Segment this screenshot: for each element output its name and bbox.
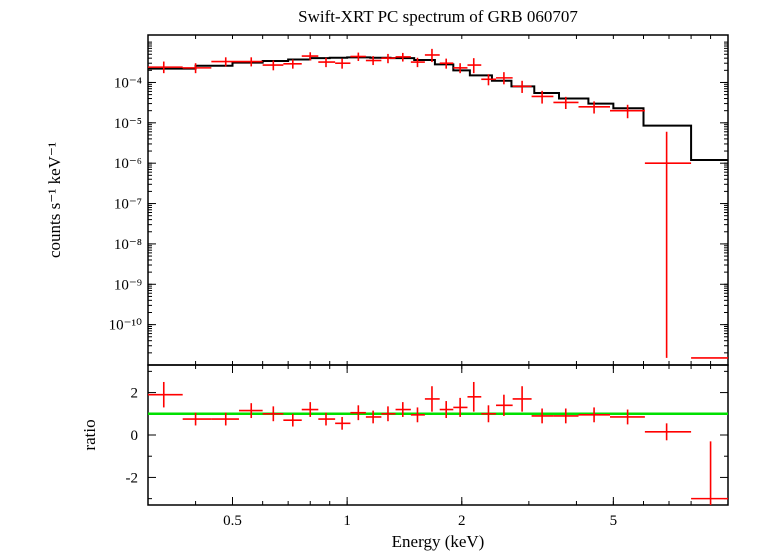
svg-text:10⁻¹⁰: 10⁻¹⁰ [109,318,142,334]
svg-text:10⁻⁸: 10⁻⁸ [114,237,142,253]
chart-svg: Swift-XRT PC spectrum of GRB 060707 10⁻¹⁰… [0,0,758,556]
svg-text:10⁻⁶: 10⁻⁶ [114,156,142,172]
svg-text:10⁻⁵: 10⁻⁵ [114,116,142,132]
svg-text:10⁻⁹: 10⁻⁹ [114,277,142,293]
svg-text:5: 5 [610,513,618,529]
svg-text:2: 2 [131,386,139,402]
svg-text:2: 2 [458,513,466,529]
svg-text:Energy (keV): Energy (keV) [392,532,485,551]
ratio-data [148,382,728,505]
spectrum-data [148,49,728,358]
svg-text:ratio: ratio [80,419,99,450]
svg-text:0: 0 [131,428,139,444]
svg-text:1: 1 [343,513,351,529]
xrt-spectrum-chart: Swift-XRT PC spectrum of GRB 060707 10⁻¹⁰… [0,0,758,556]
svg-text:10⁻⁷: 10⁻⁷ [114,197,142,213]
svg-text:10⁻⁴: 10⁻⁴ [114,75,142,91]
svg-text:0.5: 0.5 [223,513,242,529]
svg-text:counts s⁻¹ keV⁻¹: counts s⁻¹ keV⁻¹ [45,142,64,258]
svg-text:Swift-XRT PC spectrum of GRB 0: Swift-XRT PC spectrum of GRB 060707 [298,7,578,26]
svg-text:-2: -2 [126,470,139,486]
